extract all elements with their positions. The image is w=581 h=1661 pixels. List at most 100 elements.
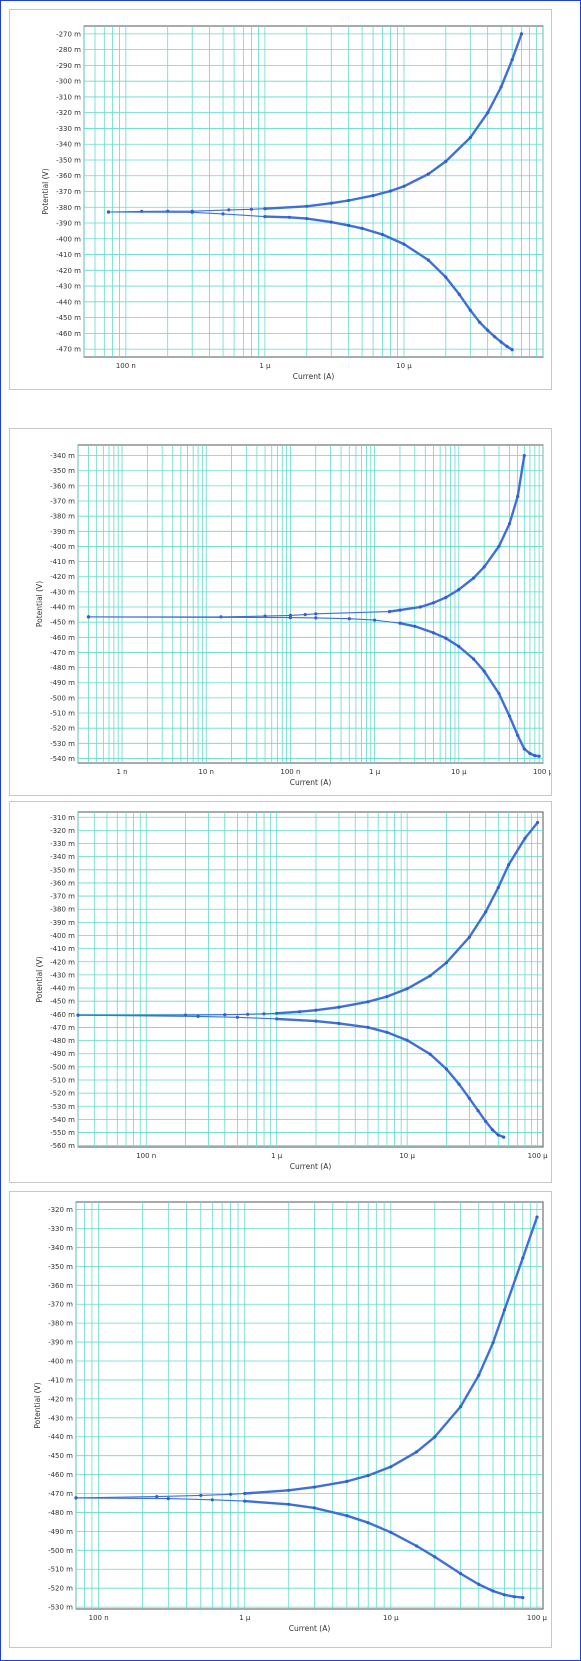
y-tick-label: -410 m <box>50 945 75 953</box>
y-tick-label: -370 m <box>56 188 81 196</box>
data-point <box>312 1506 316 1510</box>
data-point <box>502 1308 507 1312</box>
data-point <box>499 340 503 344</box>
y-tick-label: -410 m <box>50 558 75 566</box>
data-point <box>288 616 292 620</box>
y-tick-label: -320 m <box>48 1206 73 1214</box>
y-axis-label: Potential (V) <box>35 581 44 627</box>
data-point <box>505 344 509 348</box>
gridlines <box>77 445 544 763</box>
data-point <box>502 1135 506 1139</box>
y-tick-label: -450 m <box>48 1452 73 1460</box>
data-point <box>227 208 231 212</box>
y-tick-label: -400 m <box>56 235 81 243</box>
data-point <box>223 1013 227 1017</box>
y-tick-label: -380 m <box>48 1320 73 1328</box>
y-tick-label: -380 m <box>50 513 75 521</box>
x-tick-label: 1 µ <box>259 362 271 370</box>
y-tick-label: -320 m <box>50 827 75 835</box>
data-point <box>507 522 512 526</box>
data-point <box>360 226 364 230</box>
data-point <box>262 1012 266 1016</box>
y-tick-label: -510 m <box>50 710 75 718</box>
y-tick-label: -520 m <box>50 725 75 733</box>
data-point <box>263 215 267 219</box>
data-point <box>467 1096 471 1100</box>
data-point <box>431 601 436 605</box>
data-point <box>347 198 351 203</box>
y-tick-label: -390 m <box>48 1339 73 1347</box>
data-point <box>468 136 472 140</box>
data-point <box>345 1514 349 1518</box>
data-point <box>275 1011 279 1015</box>
plot-area <box>75 1201 544 1610</box>
y-tick-label: -340 m <box>50 452 75 460</box>
y-tick-label: -460 m <box>56 330 81 338</box>
data-point <box>467 935 471 939</box>
data-point <box>484 1119 488 1123</box>
y-tick-label: -370 m <box>48 1301 73 1309</box>
data-point <box>373 618 377 622</box>
data-point <box>521 1596 525 1600</box>
data-point <box>196 1014 200 1018</box>
data-point <box>484 910 488 914</box>
y-tick-label: -440 m <box>50 985 75 993</box>
y-tick-label: -330 m <box>50 840 75 848</box>
y-tick-label: -360 m <box>50 879 75 887</box>
y-tick-label: -520 m <box>48 1585 73 1593</box>
data-point <box>275 1017 279 1021</box>
chart-3: -310 m -320 m -330 m -340 m -350 m -360 m -370… <box>35 811 548 1171</box>
data-point <box>298 1010 302 1014</box>
data-point <box>380 232 384 237</box>
y-tick-label: -400 m <box>50 932 75 940</box>
chart-panel-4: -320 m -330 m -340 m -350 m -360 m -370 m -380… <box>9 1191 552 1648</box>
data-point <box>521 1256 525 1260</box>
data-point <box>402 184 406 188</box>
y-axis-label: Potential (V) <box>35 956 44 1002</box>
data-point <box>519 32 524 36</box>
y-tick-label: -370 m <box>50 893 75 901</box>
data-point <box>433 1555 437 1559</box>
data-point <box>472 657 476 661</box>
y-axis-label: Potential (V) <box>33 1382 42 1428</box>
y-tick-label: -500 m <box>50 694 75 702</box>
chart-panel-3: -310 m -320 m -330 m -340 m -350 m -360 m -370… <box>9 801 552 1183</box>
data-point <box>459 1405 463 1409</box>
y-tick-label: -270 m <box>56 30 81 38</box>
y-tick-label: -430 m <box>50 588 75 596</box>
data-point <box>314 1008 318 1012</box>
chart-1: -270 m -280 m -290 m -300 m -310 m -320 m -330… <box>41 25 544 381</box>
x-tick-label: 1 µ <box>271 1152 283 1160</box>
data-point <box>329 220 333 224</box>
y-tick-label: -490 m <box>48 1528 73 1536</box>
data-point <box>76 1013 80 1017</box>
data-point <box>389 1465 393 1469</box>
y-tick-label: -320 m <box>56 109 81 117</box>
data-point <box>522 747 526 751</box>
y-tick-label: -390 m <box>50 919 75 927</box>
y-tick-label: -520 m <box>50 1090 75 1098</box>
data-point <box>496 1133 500 1137</box>
data-point <box>287 1488 291 1492</box>
data-point <box>457 1082 461 1086</box>
x-axis-label: Current (A) <box>290 778 332 787</box>
y-tick-label: -430 m <box>56 283 81 291</box>
data-point <box>221 212 225 216</box>
data-point <box>415 1450 419 1454</box>
data-point <box>190 210 194 214</box>
y-tick-label: -350 m <box>48 1263 73 1271</box>
y-tick-label: -540 m <box>50 1116 75 1124</box>
y-tick-label: -310 m <box>50 814 75 822</box>
y-tick-label: -330 m <box>56 125 81 133</box>
y-tick-label: -500 m <box>50 1063 75 1071</box>
y-tick-label: -450 m <box>56 314 81 322</box>
data-point <box>497 692 501 696</box>
y-tick-label: -440 m <box>50 604 75 612</box>
y-tick-label: -430 m <box>50 971 75 979</box>
data-point <box>428 974 432 978</box>
data-point <box>444 159 448 163</box>
y-tick-label: -470 m <box>50 649 75 657</box>
series-line-dense <box>243 1215 539 1495</box>
data-point <box>535 1215 539 1219</box>
